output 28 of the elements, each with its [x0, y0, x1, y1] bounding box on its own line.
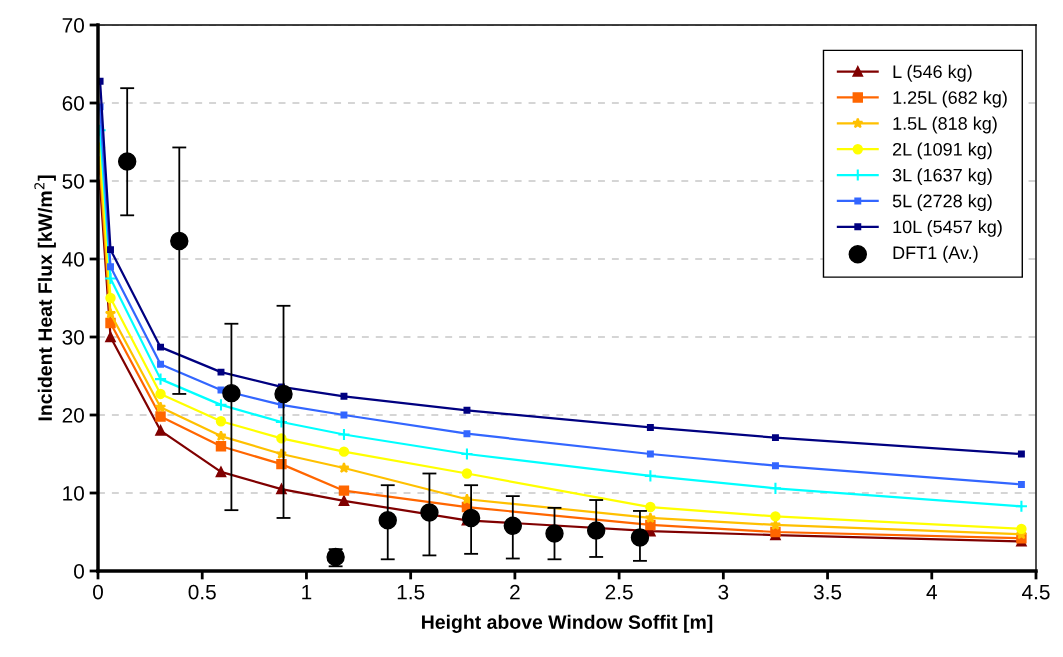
- legend-label: 3L (1637 kg): [892, 168, 992, 186]
- x-tick-label: 3.5: [813, 584, 842, 600]
- legend-label: DFT1 (Av.): [893, 245, 978, 263]
- legend-label: 2L (1091 kg): [893, 142, 992, 160]
- y-tick-label: 60: [62, 96, 84, 111]
- x-tick-label: 2: [510, 584, 520, 600]
- legend-label: 1.25L (682 kg): [893, 90, 1007, 108]
- x-tick-label: 4.5: [1022, 584, 1050, 600]
- legend-label: 10L (5457 kg): [893, 220, 1002, 237]
- legend-label: 5L (2728 kg): [892, 194, 992, 211]
- y-tick-label: 30: [62, 330, 84, 345]
- x-tick-label: 3: [718, 584, 729, 600]
- legend-label: L (546 kg): [893, 64, 972, 82]
- x-tick-label: 4: [926, 584, 937, 600]
- y-tick-label: 10: [63, 486, 84, 501]
- y-tick-label: 50: [62, 174, 84, 189]
- x-tick-label: 2.5: [605, 584, 633, 600]
- y-tick-label: 70: [62, 18, 84, 33]
- x-tick-label: 0.5: [188, 584, 216, 600]
- x-tick-label: 0: [93, 584, 103, 600]
- x-tick-label: 1.5: [397, 584, 425, 600]
- y-tick-label: 20: [62, 408, 84, 423]
- x-axis-title: Height above Window Soffit [m]: [422, 614, 713, 633]
- x-tick-label: 1: [302, 584, 312, 600]
- legend-label: 1.5L (818 kg): [893, 116, 997, 134]
- y-tick-label: 40: [62, 252, 84, 267]
- y-tick-label: 0: [74, 564, 84, 579]
- y-axis-title: Incident Heat Flux [kW/m$^{2}$]: [34, 175, 56, 421]
